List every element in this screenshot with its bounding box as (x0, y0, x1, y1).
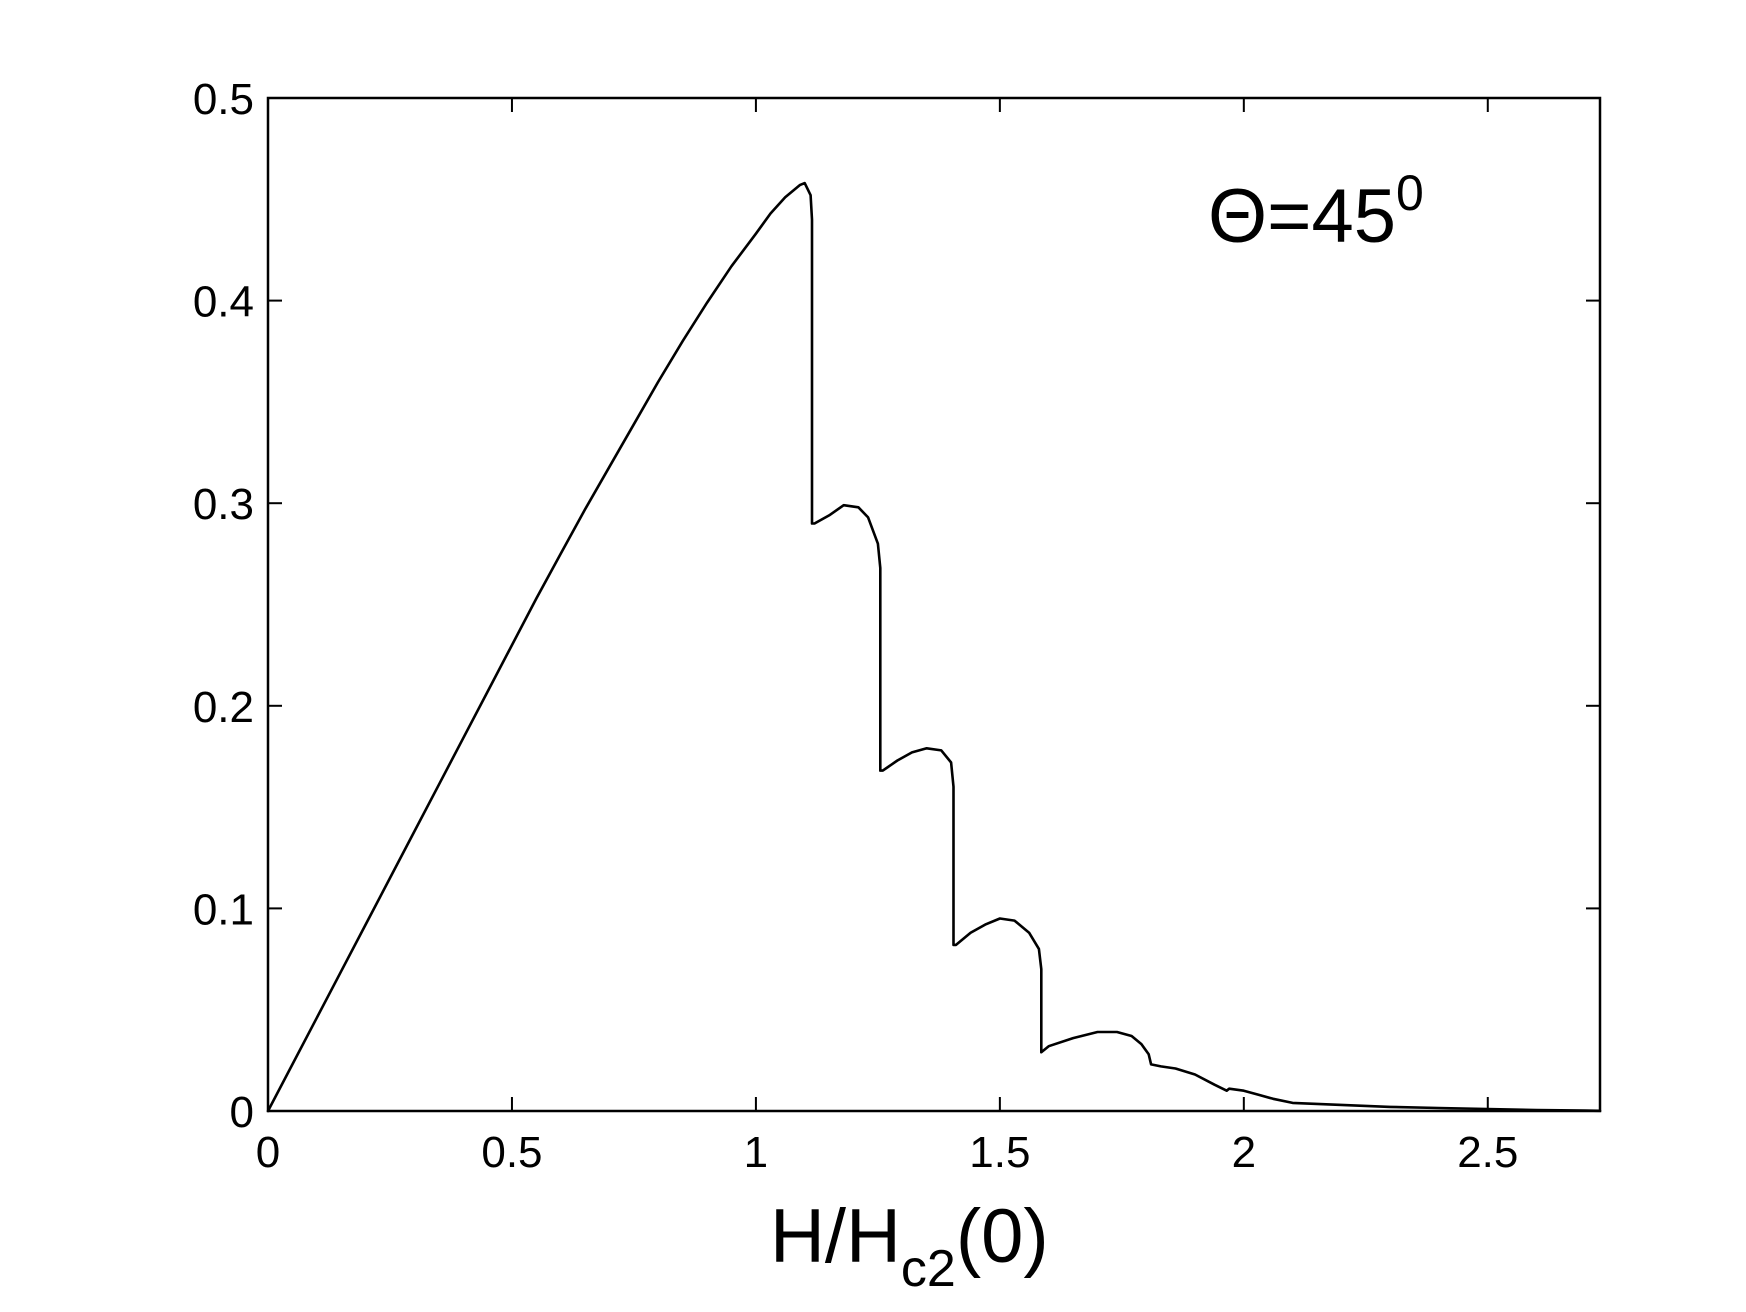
tick-labels: 0 0.5 1 1.5 2 2.5 0 0.1 0.2 0.3 0.4 0.5 (193, 75, 1519, 1177)
y-tick-label: 0.3 (193, 480, 254, 529)
y-tick-label: 0.5 (193, 75, 254, 124)
x-axis-label-main: H/H (770, 1194, 901, 1279)
y-tick-label: 0.2 (193, 683, 254, 732)
annotation-label: Θ=450 (1208, 165, 1424, 259)
series-line (266, 181, 1602, 1113)
x-tick-label: 0 (256, 1128, 280, 1177)
x-tick-label: 2 (1232, 1128, 1256, 1177)
y-tick-label: 0.1 (193, 885, 254, 934)
y-tick-label: 0 (230, 1088, 254, 1137)
x-axis-label: H/Hc2(0) (770, 1194, 1049, 1298)
x-tick-label: 1.5 (969, 1128, 1030, 1177)
y-tick-label: 0.4 (193, 278, 254, 327)
plot-frame (266, 96, 1602, 1113)
x-tick-label: 1 (744, 1128, 768, 1177)
ticks (267, 97, 1600, 1112)
plot-area: 0 0.5 1 1.5 2 2.5 0 0.1 0.2 0.3 0.4 0.5 (193, 75, 1602, 1177)
x-axis-label-subscript: c2 (901, 1240, 956, 1298)
annotation-superscript: 0 (1396, 165, 1424, 221)
annotation-main: Θ=45 (1208, 174, 1396, 259)
x-tick-label: 2.5 (1457, 1128, 1518, 1177)
x-axis-label-suffix: (0) (956, 1194, 1049, 1279)
x-tick-label: 0.5 (481, 1128, 542, 1177)
